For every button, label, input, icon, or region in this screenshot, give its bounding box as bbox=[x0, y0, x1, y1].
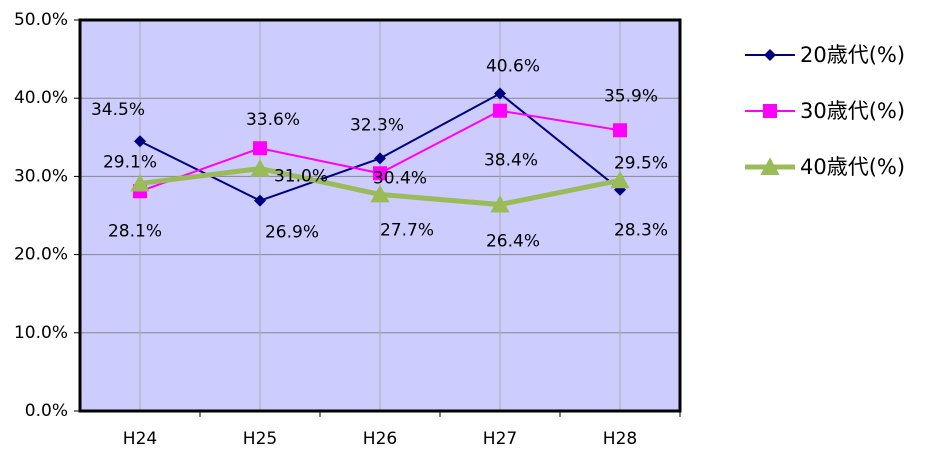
data-label: 28.1% bbox=[108, 221, 162, 241]
data-point bbox=[374, 152, 386, 165]
legend-marker bbox=[760, 157, 780, 175]
data-label: 29.5% bbox=[614, 153, 668, 173]
data-label: 27.7% bbox=[380, 220, 434, 240]
y-tick-label: 20.0% bbox=[14, 245, 68, 265]
data-label: 28.3% bbox=[614, 221, 668, 241]
data-label: 31.0% bbox=[274, 167, 328, 187]
data-point bbox=[130, 173, 150, 192]
data-label: 35.9% bbox=[604, 86, 658, 106]
x-tick-label: H25 bbox=[243, 429, 277, 449]
y-tick-label: 10.0% bbox=[14, 323, 68, 343]
legend-label: 40歳代(%) bbox=[800, 155, 905, 179]
plot-border bbox=[78, 18, 682, 413]
data-label: 26.4% bbox=[486, 232, 540, 252]
legend-label: 20歳代(%) bbox=[800, 43, 905, 67]
x-tick-label: H27 bbox=[483, 429, 517, 449]
data-point bbox=[250, 158, 270, 177]
y-tick-label: 0.0% bbox=[25, 401, 68, 421]
data-point bbox=[370, 184, 390, 203]
data-point bbox=[373, 166, 387, 181]
data-point bbox=[254, 194, 266, 207]
data-label: 33.6% bbox=[246, 110, 300, 130]
y-tick-label: 30.0% bbox=[14, 166, 68, 186]
data-point bbox=[494, 87, 506, 100]
legend-label: 30歳代(%) bbox=[800, 99, 905, 123]
data-point bbox=[610, 170, 630, 189]
y-tick-label: 40.0% bbox=[14, 88, 68, 108]
data-point bbox=[490, 194, 510, 213]
y-tick-label: 50.0% bbox=[14, 10, 68, 30]
data-label: 34.5% bbox=[91, 100, 145, 120]
data-point bbox=[253, 141, 267, 156]
x-tick-label: H26 bbox=[363, 429, 397, 449]
x-tick-label: H24 bbox=[123, 429, 157, 449]
data-label: 32.3% bbox=[350, 115, 404, 135]
x-tick-label: H28 bbox=[603, 429, 637, 449]
data-point bbox=[493, 103, 507, 118]
data-label: 40.6% bbox=[486, 57, 540, 77]
data-label: 30.4% bbox=[373, 168, 427, 188]
data-label: 38.4% bbox=[484, 151, 538, 171]
data-point bbox=[134, 135, 146, 148]
data-label: 26.9% bbox=[265, 223, 319, 243]
legend-marker bbox=[764, 49, 776, 61]
legend-marker bbox=[763, 104, 777, 118]
data-label: 29.1% bbox=[103, 152, 157, 172]
data-point bbox=[613, 123, 627, 138]
